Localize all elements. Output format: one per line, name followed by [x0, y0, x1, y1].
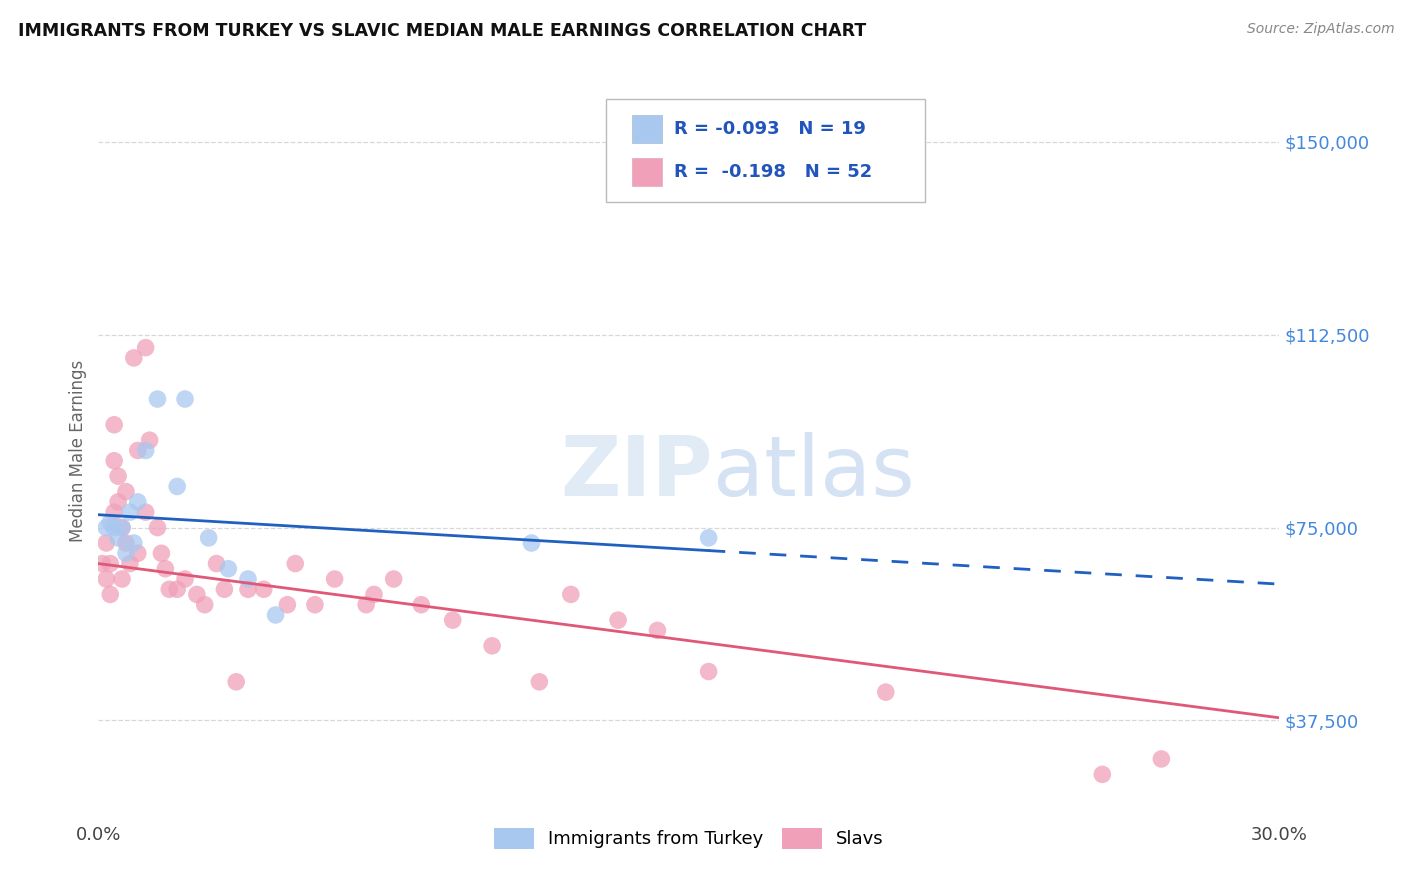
Point — [194, 598, 217, 612]
Point — [107, 495, 129, 509]
Point — [135, 505, 157, 519]
Point — [529, 674, 551, 689]
Point — [607, 613, 630, 627]
Point — [214, 582, 236, 597]
Point — [122, 536, 145, 550]
Point — [323, 572, 346, 586]
Point — [174, 392, 197, 406]
Text: atlas: atlas — [713, 432, 914, 513]
Point — [135, 443, 157, 458]
Text: Source: ZipAtlas.com: Source: ZipAtlas.com — [1247, 22, 1395, 37]
Point — [150, 546, 173, 560]
Y-axis label: Median Male Earnings: Median Male Earnings — [69, 359, 87, 541]
Point — [103, 505, 125, 519]
Point — [98, 516, 121, 530]
Text: R =  -0.198   N = 52: R = -0.198 N = 52 — [673, 163, 872, 181]
Text: ZIP: ZIP — [560, 432, 713, 513]
Point — [1150, 752, 1173, 766]
Point — [127, 443, 149, 458]
Point — [354, 598, 377, 612]
Point — [276, 598, 298, 612]
Point — [304, 598, 326, 612]
Point — [166, 479, 188, 493]
Point — [217, 562, 239, 576]
Point — [122, 351, 145, 365]
Point — [236, 572, 259, 586]
Point — [157, 582, 180, 597]
Text: R = -0.093   N = 19: R = -0.093 N = 19 — [673, 120, 866, 138]
Point — [875, 685, 897, 699]
FancyBboxPatch shape — [606, 99, 925, 202]
Point — [697, 665, 720, 679]
Legend: Immigrants from Turkey, Slavs: Immigrants from Turkey, Slavs — [486, 821, 891, 856]
Point — [107, 469, 129, 483]
Point — [96, 536, 118, 550]
Point — [146, 392, 169, 406]
Point — [236, 582, 259, 597]
Point — [647, 624, 669, 638]
Point — [520, 536, 543, 550]
Point — [111, 520, 134, 534]
Point — [103, 454, 125, 468]
Point — [146, 520, 169, 534]
Point — [127, 546, 149, 560]
Point — [560, 587, 582, 601]
Point — [284, 557, 307, 571]
Point — [115, 536, 138, 550]
Point — [96, 520, 118, 534]
Point — [174, 572, 197, 586]
Point — [363, 587, 385, 601]
Point — [91, 557, 114, 571]
Point — [127, 495, 149, 509]
Point — [96, 572, 118, 586]
Point — [697, 531, 720, 545]
Point — [135, 341, 157, 355]
Point — [107, 531, 129, 545]
Point — [118, 557, 141, 571]
Point — [103, 417, 125, 432]
Point — [253, 582, 276, 597]
Point — [225, 674, 247, 689]
Text: IMMIGRANTS FROM TURKEY VS SLAVIC MEDIAN MALE EARNINGS CORRELATION CHART: IMMIGRANTS FROM TURKEY VS SLAVIC MEDIAN … — [18, 22, 866, 40]
Point — [1091, 767, 1114, 781]
Point — [441, 613, 464, 627]
Point — [115, 546, 138, 560]
Bar — [633, 115, 662, 144]
Point — [98, 557, 121, 571]
Point — [111, 572, 134, 586]
Bar — [633, 158, 662, 186]
Point — [197, 531, 219, 545]
Point — [411, 598, 433, 612]
Point — [155, 562, 177, 576]
Point — [481, 639, 503, 653]
Point — [382, 572, 405, 586]
Point — [115, 484, 138, 499]
Point — [186, 587, 208, 601]
Point — [166, 582, 188, 597]
Point — [111, 520, 134, 534]
Point — [138, 433, 160, 447]
Point — [103, 520, 125, 534]
Point — [118, 505, 141, 519]
Point — [264, 607, 287, 622]
Point — [205, 557, 228, 571]
Point — [98, 587, 121, 601]
